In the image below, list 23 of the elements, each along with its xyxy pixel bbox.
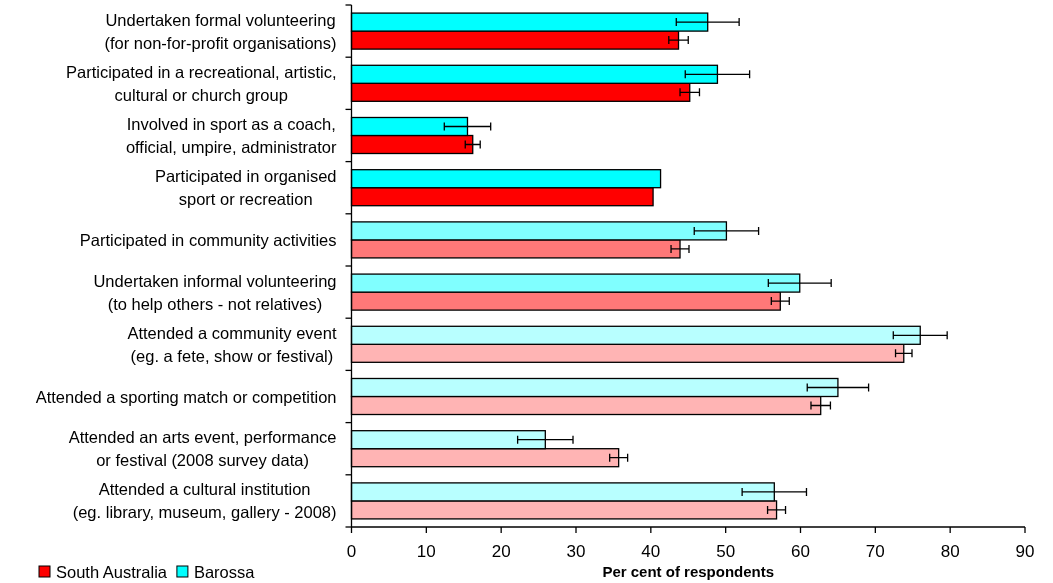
- y-tick-label: Undertaken formal volunteering (for non-for-profit organisations): [104, 10, 337, 52]
- y-tick-label: Involved in sport as a coach, official, umpire, administrator: [125, 115, 338, 156]
- legend-label: South Australia: [56, 563, 168, 581]
- y-tick-label: Attended a sporting match or competition: [35, 387, 337, 406]
- x-tick-label: 10: [416, 542, 436, 561]
- x-axis-title: Per cent of respondents: [602, 563, 775, 580]
- x-tick-label: 90: [1015, 542, 1035, 561]
- legend-label: Barossa: [193, 563, 256, 581]
- y-tick-label: Attended a cultural institution (eg. library, museum, gallery - 2008): [72, 480, 337, 522]
- y-tick-label: Undertaken informal volunteering (to help others - not relatives): [93, 271, 337, 313]
- y-tick-label: Participated in a recreational, artistic, cultural or church group: [65, 62, 337, 104]
- x-tick-label: 40: [641, 542, 661, 561]
- y-tick-label: Attended an arts event, performance or festival (2008 survey data): [68, 428, 337, 470]
- x-tick-label: 30: [566, 542, 586, 561]
- x-tick-label: 0: [346, 542, 357, 561]
- x-tick-label: 50: [716, 542, 736, 561]
- y-tick-label: Participated in community activities: [79, 230, 337, 249]
- y-tick-label: Attended a community event (eg. a fete, show or festival): [127, 323, 337, 365]
- x-tick-label: 80: [940, 542, 960, 561]
- x-tick-label: 60: [791, 542, 810, 561]
- x-tick-label: 20: [491, 542, 511, 561]
- x-tick-label: 70: [865, 542, 885, 561]
- y-tick-label: Participated in organised sport or recreation: [154, 167, 337, 209]
